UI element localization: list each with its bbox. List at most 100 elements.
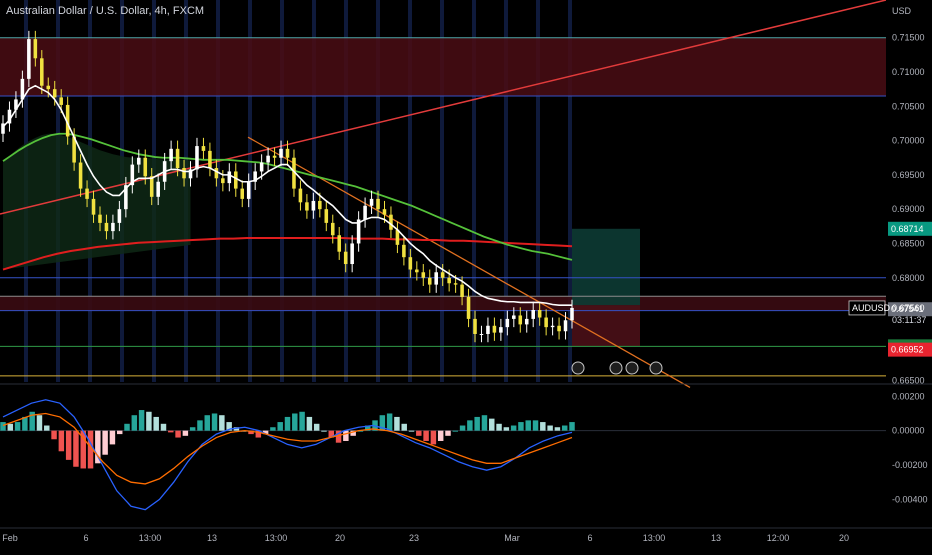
candle-body-80 <box>518 315 523 325</box>
macd-hist-bar-41 <box>299 411 305 431</box>
macd-hist-bar-56 <box>408 430 415 432</box>
candle-body-47 <box>305 202 309 211</box>
macd-hist-bar-62 <box>452 430 459 432</box>
candle-body-44 <box>285 148 290 158</box>
candle-body-87 <box>563 320 568 332</box>
candle-body-8 <box>52 89 57 98</box>
candle-body-70 <box>453 283 458 285</box>
candle-body-38 <box>246 181 251 199</box>
osc-tick-3: -0.00400 <box>892 494 928 504</box>
ema-white-line <box>2 84 572 306</box>
macd-hist-bar-12 <box>87 430 94 469</box>
time-tick-2: 13:00 <box>139 533 162 543</box>
candle-body-6 <box>40 58 44 86</box>
candle-body-74 <box>479 333 484 335</box>
candle-body-5 <box>33 39 38 59</box>
candle-body-81 <box>524 318 529 325</box>
macd-hist-bar-3 <box>22 416 28 431</box>
time-tick-12: 20 <box>839 533 849 543</box>
candle-body-39 <box>253 171 257 182</box>
event-flag-icon-2 <box>625 361 639 375</box>
macd-hist-bar-7 <box>51 430 57 440</box>
candle-body-84 <box>544 317 548 328</box>
candle-body-20 <box>130 164 135 186</box>
candle-body-75 <box>486 325 490 334</box>
candle-body-59 <box>382 209 387 215</box>
macd-hist-bar-21 <box>153 416 159 431</box>
candle-body-55 <box>356 219 361 244</box>
candle-body-43 <box>279 148 283 158</box>
candle-body-64 <box>415 269 419 273</box>
symbol-tag <box>848 300 886 316</box>
candle-body-14 <box>91 198 96 215</box>
candle-body-19 <box>124 185 128 210</box>
candle-body-34 <box>221 178 225 184</box>
macd-hist-bar-59 <box>430 430 437 445</box>
macd-hist-bar-20 <box>146 411 152 431</box>
macd-hist-bar-57 <box>416 430 422 436</box>
candle-body-18 <box>117 209 122 223</box>
symbol-tag-label: AUDUSD <box>852 303 891 313</box>
candle-body-27 <box>175 148 180 169</box>
candle-body-16 <box>104 222 109 232</box>
macd-hist-bar-53 <box>386 413 393 431</box>
macd-hist-bar-55 <box>401 423 407 431</box>
macd-hist-bar-27 <box>197 420 203 431</box>
candle-body-13 <box>85 188 89 199</box>
macd-hist-bar-44 <box>321 430 327 432</box>
candle-body-71 <box>460 284 464 297</box>
macd-hist-bar-18 <box>131 415 138 431</box>
candle-body-46 <box>298 188 303 203</box>
macd-hist-bar-22 <box>160 423 167 431</box>
candle-body-10 <box>65 104 70 137</box>
candle-body-61 <box>395 229 400 245</box>
candle-body-83 <box>537 309 542 318</box>
time-tick-11: 12:00 <box>767 533 790 543</box>
session-stripe-13 <box>440 0 444 382</box>
macd-hist-bar-71 <box>518 422 524 431</box>
macd-hist-bar-25 <box>182 430 189 436</box>
macd-hist-bar-32 <box>233 427 240 431</box>
macd-hist-bar-26 <box>189 427 196 431</box>
candle-body-3 <box>20 78 25 100</box>
macd-hist-bar-67 <box>489 418 495 431</box>
price-tick-6: 0.68500 <box>892 238 925 248</box>
candle-body-67 <box>434 272 438 285</box>
candle-body-72 <box>466 296 471 319</box>
candle-body-15 <box>98 214 102 223</box>
candle-body-12 <box>78 162 83 189</box>
macd-hist-bar-69 <box>503 427 510 431</box>
time-tick-6: 23 <box>409 533 419 543</box>
candle-body-40 <box>259 162 264 172</box>
time-tick-10: 13 <box>711 533 721 543</box>
chart-title: Australian Dollar / U.S. Dollar, 4h, FXC… <box>6 5 205 17</box>
price-tick-10: 0.66500 <box>892 376 925 386</box>
candle-body-9 <box>59 97 63 105</box>
candle-body-4 <box>27 39 31 79</box>
candle-body-26 <box>169 148 173 162</box>
candle-body-31 <box>201 146 206 151</box>
candle-body-60 <box>389 214 393 230</box>
last-price-label: 0.67560 <box>892 303 925 313</box>
candle-body-66 <box>427 277 432 285</box>
candle-body-36 <box>233 171 238 189</box>
macd-hist-bar-75 <box>547 425 553 431</box>
candle-body-48 <box>311 200 316 211</box>
descending-trendline <box>247 136 691 389</box>
candle-body-52 <box>337 235 342 252</box>
macd-hist-bar-37 <box>270 427 276 431</box>
macd-hist-bar-70 <box>510 425 517 431</box>
price-badge-3 <box>888 342 932 357</box>
macd-hist-bar-78 <box>569 422 575 431</box>
time-tick-5: 20 <box>335 533 345 543</box>
candle-body-49 <box>318 200 322 210</box>
macd-hist-bar-24 <box>175 430 181 438</box>
candle-body-32 <box>208 150 212 169</box>
candle-body-76 <box>492 325 497 333</box>
macd-hist-bar-48 <box>350 430 356 436</box>
macd-hist-bar-68 <box>496 423 502 431</box>
time-tick-4: 13:00 <box>265 533 288 543</box>
candle-body-63 <box>408 257 413 270</box>
